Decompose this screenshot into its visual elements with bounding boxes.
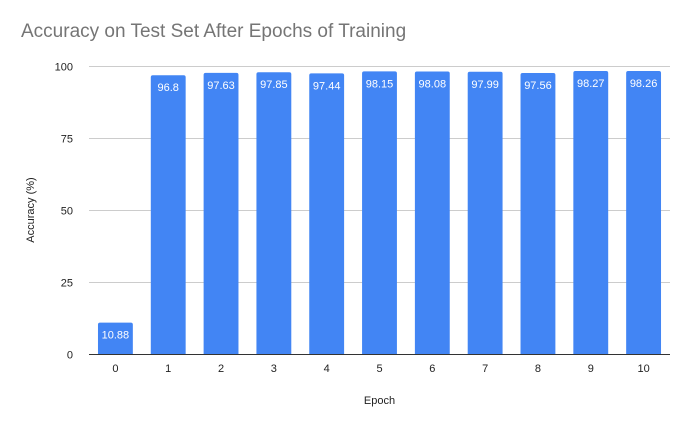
data-label: 97.99 bbox=[471, 79, 499, 91]
data-label: 98.08 bbox=[419, 79, 447, 91]
bar bbox=[520, 73, 556, 355]
chart-title: Accuracy on Test Set After Epochs of Tra… bbox=[21, 21, 407, 42]
bar bbox=[362, 71, 397, 354]
data-label: 10.88 bbox=[102, 330, 130, 342]
bar bbox=[414, 71, 450, 354]
x-tick-label: 3 bbox=[271, 363, 277, 375]
x-tick-label: 9 bbox=[588, 363, 594, 375]
y-tick-label: 75 bbox=[61, 134, 73, 146]
data-label: 97.44 bbox=[313, 80, 341, 92]
data-label: 98.27 bbox=[577, 78, 605, 90]
y-tick-label: 0 bbox=[67, 350, 73, 362]
bar bbox=[97, 322, 133, 354]
bar bbox=[309, 73, 345, 354]
x-axis-title: Epoch bbox=[364, 395, 395, 407]
x-tick-label: 1 bbox=[165, 363, 171, 375]
y-tick-label: 100 bbox=[55, 62, 73, 74]
bar bbox=[467, 71, 503, 354]
x-tick-label: 2 bbox=[218, 363, 224, 375]
labels: 025507510010.88096.8197.63297.85397.4449… bbox=[55, 62, 658, 376]
data-label: 97.85 bbox=[260, 79, 288, 91]
bars bbox=[97, 70, 662, 355]
x-tick-label: 7 bbox=[482, 363, 488, 375]
x-tick-label: 10 bbox=[637, 363, 649, 375]
y-tick-label: 50 bbox=[61, 206, 73, 218]
bar bbox=[256, 72, 292, 354]
y-tick-label: 25 bbox=[61, 278, 73, 290]
y-axis-title: Accuracy (%) bbox=[25, 177, 37, 242]
x-tick-label: 0 bbox=[112, 363, 118, 375]
x-tick-label: 8 bbox=[535, 363, 541, 375]
data-label: 97.63 bbox=[207, 80, 235, 92]
data-label: 96.8 bbox=[158, 82, 179, 94]
x-tick-label: 5 bbox=[376, 363, 382, 375]
bar bbox=[626, 71, 662, 354]
data-label: 98.26 bbox=[630, 78, 658, 90]
data-label: 97.56 bbox=[524, 80, 552, 92]
bar bbox=[573, 70, 609, 355]
x-tick-label: 6 bbox=[429, 363, 435, 375]
bar bbox=[150, 75, 186, 354]
x-tick-label: 4 bbox=[324, 363, 330, 375]
bar bbox=[203, 72, 239, 355]
data-label: 98.15 bbox=[366, 78, 394, 90]
